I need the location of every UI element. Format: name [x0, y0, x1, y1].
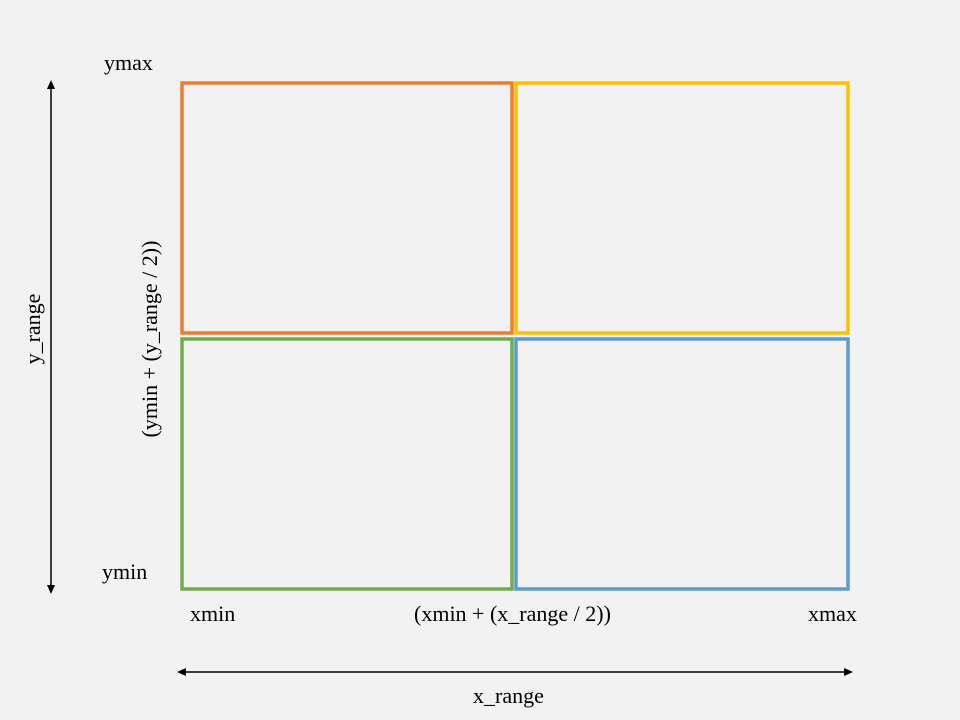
ymin-label: ymin	[102, 559, 147, 584]
top-left-quadrant	[180, 81, 514, 335]
xmid-label: (xmin + (x_range / 2))	[414, 601, 611, 626]
top-right-quadrant	[514, 81, 850, 335]
bottom-left-quadrant	[180, 337, 514, 591]
x-range-label: x_range	[473, 683, 544, 708]
xmin-label: xmin	[190, 601, 235, 626]
ymax-label: ymax	[104, 50, 153, 75]
y-range-label: y_range	[20, 294, 45, 365]
bottom-right-quadrant	[514, 337, 850, 591]
xmax-label: xmax	[808, 601, 857, 626]
ymid-label: (ymin + (y_range / 2))	[137, 241, 162, 438]
